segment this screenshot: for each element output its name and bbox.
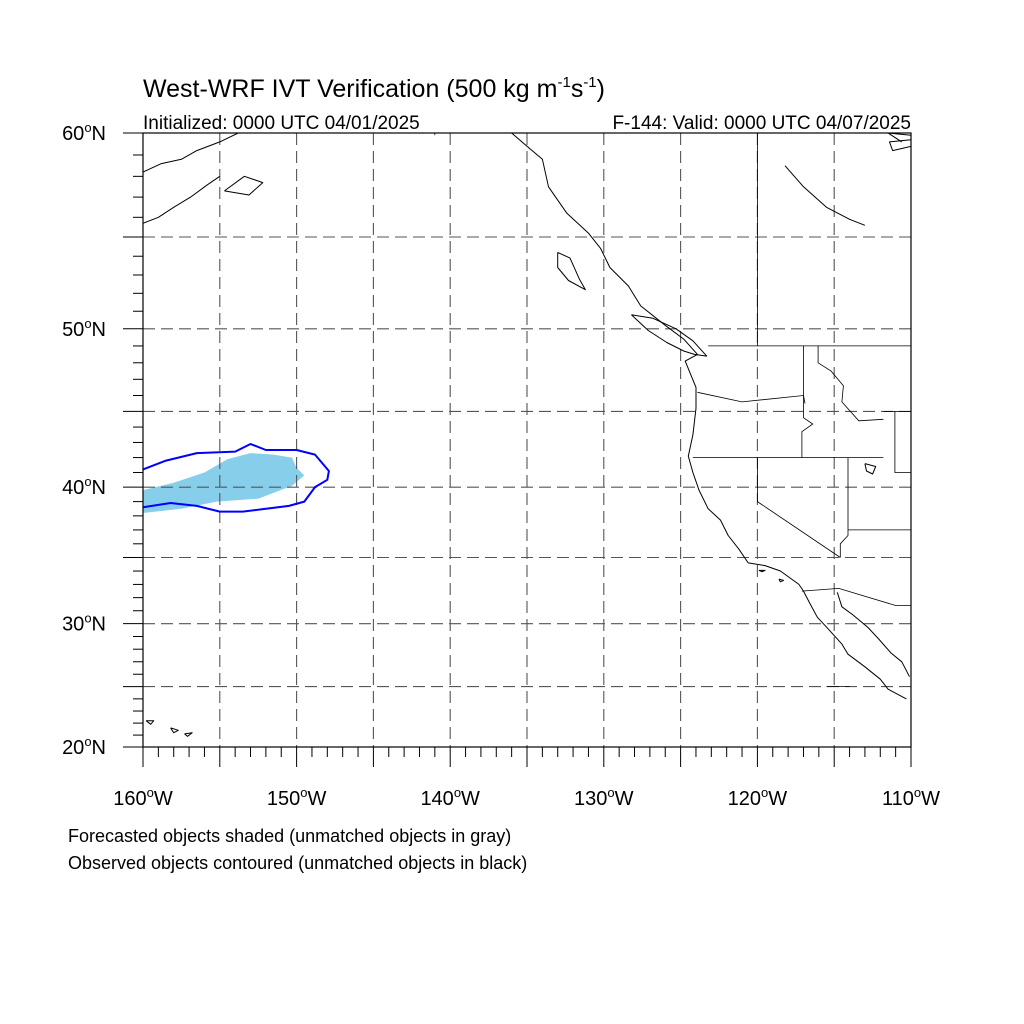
lat-tick-value: 30: [62, 614, 84, 636]
coastline-segment: [836, 592, 910, 677]
gridlines-layer: [143, 133, 911, 747]
borders-layer: [434, 133, 911, 687]
lat-tick-label: 30oN: [62, 611, 106, 636]
lat-hemisphere: N: [92, 123, 106, 145]
lat-tick-label: 60oN: [62, 120, 106, 145]
degree-symbol: o: [914, 785, 921, 800]
legend-observed-note: Observed objects contoured (unmatched ob…: [68, 853, 528, 873]
degree-symbol: o: [84, 474, 91, 489]
legend-forecast-note: Forecasted objects shaded (unmatched obj…: [68, 826, 512, 846]
lat-tick-value: 60: [62, 123, 84, 145]
lon-hemisphere: W: [154, 788, 173, 810]
degree-symbol: o: [300, 785, 307, 800]
coastline-segment: [887, 133, 911, 143]
title-end: ): [597, 75, 605, 103]
coastline-segment: [143, 175, 221, 224]
degree-symbol: o: [84, 734, 91, 749]
lon-hemisphere: W: [461, 788, 480, 810]
lon-tick-label: 160oW: [113, 785, 173, 810]
degree-symbol: o: [84, 120, 91, 135]
tick-marks-layer: [123, 132, 912, 767]
coastline-segment: [143, 133, 239, 173]
init-time-label: Initialized: 0000 UTC 04/01/2025: [143, 113, 420, 134]
observed-object-contour-0: [143, 443, 330, 513]
political-border: [697, 391, 806, 404]
lat-tick-label: 40oN: [62, 474, 106, 499]
coastlines-layer: [143, 133, 911, 760]
coastline-segment: [784, 165, 866, 226]
political-border: [801, 587, 911, 606]
lat-hemisphere: N: [92, 477, 106, 499]
political-border: [801, 345, 814, 458]
map-frame: [142, 132, 912, 748]
lat-tick-label: 50oN: [62, 316, 106, 341]
coastline-segment: [224, 175, 264, 196]
political-border: [894, 411, 911, 473]
observed-objects-layer: [143, 443, 330, 513]
lon-tick-value: 140: [420, 788, 453, 810]
axis-labels-layer: 160oW 150oW 140oW 130oW 120oW 110oW60oN50oN40…: [62, 120, 940, 810]
degree-symbol: o: [761, 785, 768, 800]
lon-tick-label: 130oW: [574, 785, 634, 810]
lat-hemisphere: N: [92, 319, 106, 341]
coastline-segment: [145, 720, 155, 725]
lon-tick-label: 140oW: [420, 785, 480, 810]
coastline-segment: [511, 133, 907, 700]
title-main: West-WRF IVT Verification (500 kg m: [143, 75, 557, 103]
coastline-segment: [864, 463, 877, 475]
lon-hemisphere: W: [768, 788, 787, 810]
lon-tick-label: 150oW: [267, 785, 327, 810]
forecast-object-0: [143, 453, 305, 513]
map-area: [143, 133, 911, 760]
valid-time-label: F-144: Valid: 0000 UTC 04/07/2025: [612, 113, 911, 134]
coastline-segment: [170, 727, 179, 734]
lon-tick-value: 150: [267, 788, 300, 810]
degree-symbol: o: [84, 611, 91, 626]
lat-tick-value: 20: [62, 737, 84, 759]
title-exponent-2: -1: [583, 74, 596, 91]
map-title: West-WRF IVT Verification (500 kg m-1s-1…: [143, 74, 605, 103]
coastline-segment: [758, 569, 766, 573]
lon-tick-value: 160: [113, 788, 146, 810]
coastline-segment: [557, 251, 586, 291]
lat-tick-value: 50: [62, 319, 84, 341]
lon-tick-value: 110: [882, 788, 914, 810]
coastline-segment: [631, 314, 708, 357]
lat-hemisphere: N: [92, 614, 106, 636]
lon-tick-value: 130: [574, 788, 607, 810]
coastline-segment: [184, 732, 193, 737]
lat-tick-label: 20oN: [62, 734, 106, 759]
lon-tick-label: 120oW: [728, 785, 788, 810]
lat-tick-value: 40: [62, 477, 84, 499]
title-exponent-1: -1: [557, 74, 570, 91]
lon-hemisphere: W: [921, 788, 940, 810]
coastline-segment: [778, 578, 784, 583]
degree-symbol: o: [147, 785, 154, 800]
title-unit-s: s: [571, 75, 584, 103]
lon-hemisphere: W: [307, 788, 326, 810]
degree-symbol: o: [607, 785, 614, 800]
coastline-segment: [204, 748, 219, 760]
lon-hemisphere: W: [615, 788, 634, 810]
political-border: [817, 345, 884, 422]
degree-symbol: o: [454, 785, 461, 800]
forecast-objects-layer: [143, 453, 305, 513]
lon-tick-value: 120: [728, 788, 761, 810]
political-border: [757, 457, 841, 558]
political-border: [839, 457, 849, 558]
lon-tick-label: 110oW: [882, 785, 940, 810]
degree-symbol: o: [84, 316, 91, 331]
lat-hemisphere: N: [92, 737, 106, 759]
